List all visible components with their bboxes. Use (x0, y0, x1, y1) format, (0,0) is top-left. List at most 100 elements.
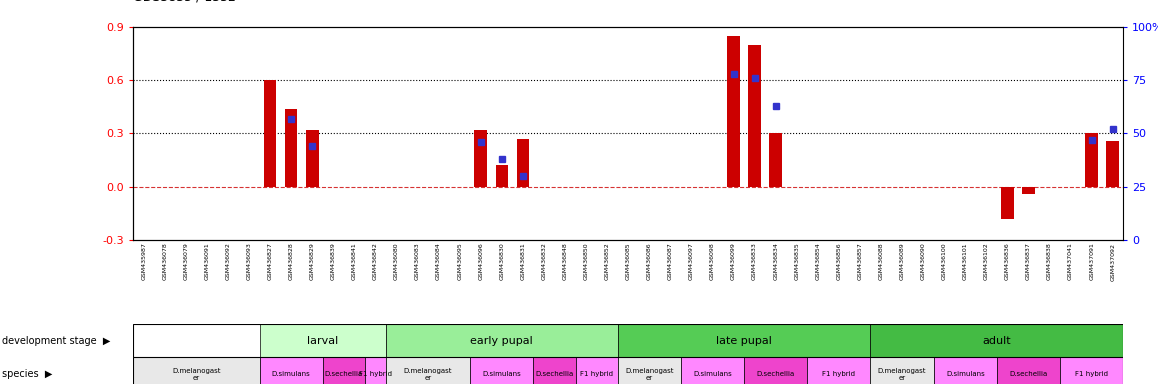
Text: GSM436086: GSM436086 (647, 243, 652, 280)
Text: GSM436102: GSM436102 (984, 243, 989, 280)
Bar (259, 357, 323, 384)
Bar (259, 324, 386, 357)
Text: GSM436827: GSM436827 (267, 243, 272, 280)
Text: GSM436839: GSM436839 (331, 243, 336, 280)
Bar (1023, 187, 1035, 194)
Text: GSM436852: GSM436852 (604, 243, 609, 280)
Text: GSM436099: GSM436099 (731, 243, 736, 280)
Text: D.sechellia: D.sechellia (535, 371, 573, 377)
Text: GSM436836: GSM436836 (1005, 243, 1010, 280)
Text: GSM437092: GSM437092 (1111, 243, 1115, 281)
Text: D.simulans: D.simulans (483, 371, 521, 377)
Text: GSM435987: GSM435987 (141, 243, 146, 280)
Text: D.simulans: D.simulans (272, 371, 310, 377)
Text: GSM436089: GSM436089 (900, 243, 904, 280)
Text: D.sechellia: D.sechellia (756, 371, 794, 377)
Bar (748, 45, 761, 187)
Text: adult: adult (982, 336, 1011, 346)
Text: F1 hybrid: F1 hybrid (359, 371, 391, 377)
Text: late pupal: late pupal (716, 336, 772, 346)
Text: GSM436080: GSM436080 (394, 243, 400, 280)
Text: GSM436100: GSM436100 (941, 243, 947, 280)
Text: F1 hybrid: F1 hybrid (1075, 371, 1108, 377)
Text: GSM436084: GSM436084 (437, 243, 441, 280)
Text: GSM436833: GSM436833 (752, 243, 757, 280)
Text: GSM436830: GSM436830 (499, 243, 505, 280)
Bar (264, 80, 277, 187)
Bar (133, 357, 259, 384)
Bar (386, 324, 617, 357)
Bar (1060, 357, 1123, 384)
Bar (386, 357, 470, 384)
Bar (576, 357, 617, 384)
Text: GSM436093: GSM436093 (247, 243, 251, 280)
Text: GSM436088: GSM436088 (879, 243, 884, 280)
Bar (534, 357, 576, 384)
Text: GSM436097: GSM436097 (689, 243, 694, 280)
Text: GSM436848: GSM436848 (563, 243, 567, 280)
Text: D.simulans: D.simulans (946, 371, 984, 377)
Bar (365, 357, 386, 384)
Text: GSM436090: GSM436090 (921, 243, 925, 280)
Bar (769, 134, 782, 187)
Bar (475, 130, 488, 187)
Text: GSM436834: GSM436834 (774, 243, 778, 280)
Bar (617, 357, 681, 384)
Text: GSM436854: GSM436854 (815, 243, 820, 280)
Text: GSM436841: GSM436841 (352, 243, 357, 280)
Text: GSM437091: GSM437091 (1090, 243, 1094, 280)
Text: GSM436831: GSM436831 (520, 243, 526, 280)
Text: GSM436850: GSM436850 (584, 243, 588, 280)
Bar (745, 357, 807, 384)
Text: GSM436083: GSM436083 (415, 243, 420, 280)
Text: GSM436837: GSM436837 (1026, 243, 1031, 280)
Text: GSM436092: GSM436092 (226, 243, 230, 280)
Text: D.sechellia: D.sechellia (324, 371, 362, 377)
Text: GSM436857: GSM436857 (857, 243, 863, 280)
Text: D.melanogast
er: D.melanogast er (404, 368, 453, 381)
Text: GSM436829: GSM436829 (309, 243, 315, 280)
Text: D.sechellia: D.sechellia (1010, 371, 1048, 377)
Bar (516, 139, 529, 187)
Text: D.melanogast
er: D.melanogast er (173, 368, 221, 381)
Text: GSM436096: GSM436096 (478, 243, 483, 280)
Text: GSM436098: GSM436098 (710, 243, 714, 280)
Bar (306, 130, 318, 187)
Bar (871, 357, 933, 384)
Text: F1 hybrid: F1 hybrid (822, 371, 856, 377)
Text: GSM436095: GSM436095 (457, 243, 462, 280)
Bar (807, 357, 871, 384)
Text: GSM436838: GSM436838 (1047, 243, 1051, 280)
Bar (1001, 187, 1013, 219)
Bar (496, 166, 508, 187)
Text: GSM436078: GSM436078 (162, 243, 167, 280)
Text: D.melanogast
er: D.melanogast er (878, 368, 926, 381)
Text: GSM436087: GSM436087 (668, 243, 673, 280)
Text: GSM436091: GSM436091 (205, 243, 210, 280)
Text: GSM436842: GSM436842 (373, 243, 378, 280)
Text: larval: larval (307, 336, 338, 346)
Text: GSM436832: GSM436832 (542, 243, 547, 280)
Text: F1 hybrid: F1 hybrid (580, 371, 613, 377)
Text: GSM436101: GSM436101 (962, 243, 968, 280)
Text: species  ▶: species ▶ (2, 369, 53, 379)
Text: GSM436856: GSM436856 (836, 243, 842, 280)
Bar (1106, 141, 1119, 187)
Bar (323, 357, 365, 384)
Bar (871, 324, 1123, 357)
Bar (470, 357, 534, 384)
Text: GSM436835: GSM436835 (794, 243, 799, 280)
Text: early pupal: early pupal (470, 336, 533, 346)
Text: D.melanogast
er: D.melanogast er (625, 368, 674, 381)
Bar (285, 109, 298, 187)
Text: development stage  ▶: development stage ▶ (2, 336, 111, 346)
Text: GSM436828: GSM436828 (288, 243, 294, 280)
Bar (933, 357, 997, 384)
Text: GSM437041: GSM437041 (1068, 243, 1073, 280)
Bar (997, 357, 1060, 384)
Text: GSM436085: GSM436085 (625, 243, 631, 280)
Text: GDS3835 / 1332: GDS3835 / 1332 (133, 0, 236, 4)
Bar (1085, 134, 1098, 187)
Bar (727, 36, 740, 187)
Text: D.simulans: D.simulans (694, 371, 732, 377)
